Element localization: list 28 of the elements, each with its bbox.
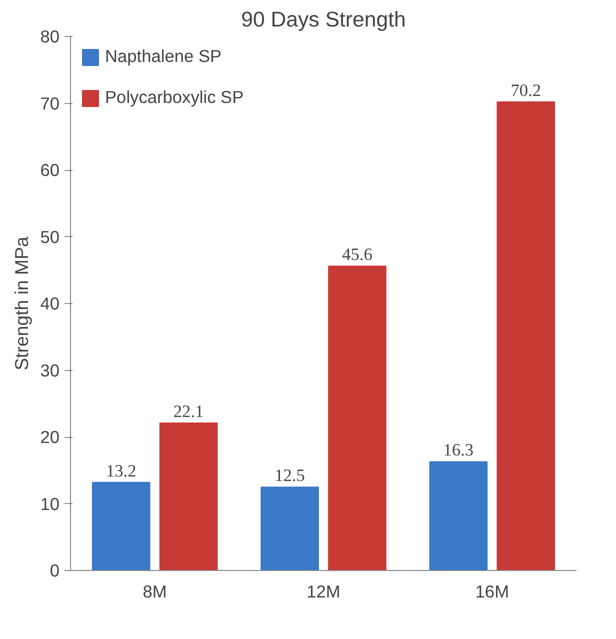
data-label: 16.3 xyxy=(443,440,474,460)
legend-label: Polycarboxylic SP xyxy=(105,87,244,108)
y-tick-label: 0 xyxy=(50,560,60,580)
chart-title: 90 Days Strength xyxy=(241,8,406,32)
bar xyxy=(328,266,386,570)
y-tick-label: 60 xyxy=(40,160,60,180)
y-tick-label: 50 xyxy=(40,226,60,247)
y-axis-title: Strength in MPa xyxy=(11,236,32,370)
data-label: 22.1 xyxy=(173,402,204,421)
bar xyxy=(159,422,218,570)
bar xyxy=(496,101,556,570)
bar xyxy=(429,461,488,570)
data-label: 12.5 xyxy=(274,466,305,486)
y-tick-label: 70 xyxy=(40,93,60,114)
data-label: 70.2 xyxy=(510,80,542,100)
bar xyxy=(260,486,319,570)
x-tick-label: 12M xyxy=(306,582,340,602)
data-label: 45.6 xyxy=(342,245,373,264)
y-tick-label: 20 xyxy=(40,427,60,447)
y-tick-label: 30 xyxy=(40,360,60,380)
legend-label: Napthalene SP xyxy=(105,46,222,67)
y-tick-label: 80 xyxy=(40,26,60,46)
x-tick-label: 16M xyxy=(475,582,510,602)
x-tick-label: 8M xyxy=(142,582,167,602)
y-tick-label: 10 xyxy=(40,494,60,514)
y-tick-label: 40 xyxy=(40,294,60,314)
bar xyxy=(92,482,150,570)
data-label: 13.2 xyxy=(106,461,136,480)
